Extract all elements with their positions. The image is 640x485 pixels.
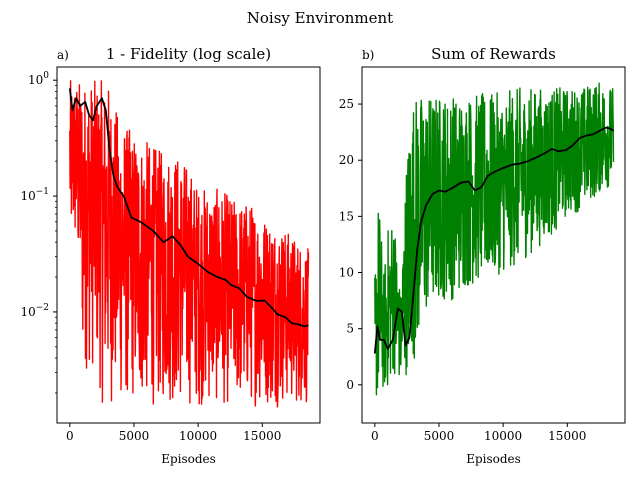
- panel-a-frame: [56, 66, 321, 424]
- panel-b-title: Sum of Rewards: [431, 45, 556, 63]
- x-tick-label: 5000: [424, 429, 455, 443]
- y-tick-label: 10−1: [20, 187, 49, 203]
- panel-b: b) Sum of Rewards Episodes 0 5000 10000 150…: [339, 45, 626, 466]
- series-moving-average-line-a: [68, 88, 309, 328]
- x-tick-label: 15000: [548, 429, 586, 443]
- figure-title: Noisy Environment: [247, 9, 393, 27]
- x-tick-label: 15000: [243, 429, 281, 443]
- panel-b-marks: [373, 82, 615, 396]
- y-tick-label: 10−2: [20, 303, 49, 319]
- x-tick-label: 0: [371, 429, 379, 443]
- panel-a-ticks: 0 5000 10000 15000 100 10−1 10−2: [20, 71, 281, 443]
- x-tick-label: 5000: [119, 429, 150, 443]
- x-tick-label: 10000: [179, 429, 217, 443]
- series-raw-line-b: [374, 82, 615, 396]
- panel-b-xlabel: Episodes: [466, 452, 521, 466]
- panel-a-title: 1 - Fidelity (log scale): [106, 45, 271, 63]
- y-tick-label: 0: [346, 378, 354, 392]
- series-moving-average-line-b: [373, 126, 615, 354]
- panel-a: a) 1 - Fidelity (log scale) Episodes 0 50…: [20, 45, 321, 466]
- panel-a-marks: [68, 80, 310, 408]
- y-tick-label: 25: [339, 97, 354, 111]
- panel-b-label: b): [362, 48, 374, 62]
- x-tick-label: 10000: [484, 429, 522, 443]
- y-tick-label: 100: [28, 71, 49, 87]
- panel-a-label: a): [57, 48, 69, 62]
- panel-b-frame: [361, 66, 626, 424]
- x-tick-label: 0: [66, 429, 74, 443]
- y-tick-label: 20: [339, 153, 354, 167]
- series-raw-line-a: [69, 80, 310, 408]
- panel-b-ticks: 0 5000 10000 15000 0 5 10 15 20 25: [339, 97, 587, 443]
- panel-a-xlabel: Episodes: [161, 452, 216, 466]
- y-tick-label: 10: [339, 266, 354, 280]
- y-tick-label: 15: [339, 209, 354, 223]
- y-tick-label: 5: [346, 322, 354, 336]
